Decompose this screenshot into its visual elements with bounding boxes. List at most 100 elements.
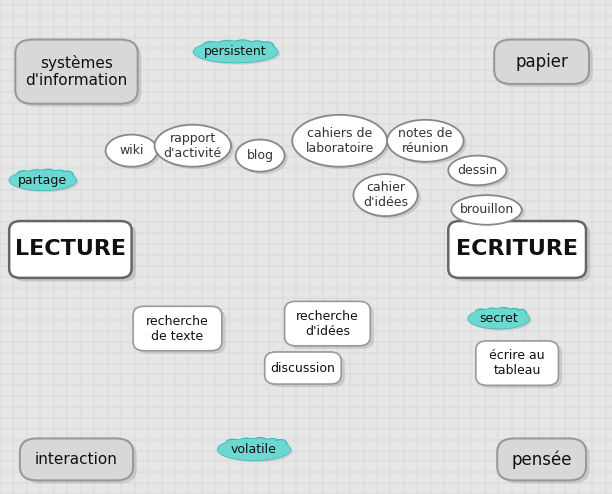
Ellipse shape bbox=[193, 41, 278, 63]
Ellipse shape bbox=[241, 440, 257, 451]
FancyBboxPatch shape bbox=[497, 439, 586, 480]
Ellipse shape bbox=[193, 41, 278, 63]
Ellipse shape bbox=[510, 310, 523, 319]
Ellipse shape bbox=[206, 43, 221, 52]
Text: pensée: pensée bbox=[512, 450, 572, 469]
Ellipse shape bbox=[390, 123, 467, 165]
Ellipse shape bbox=[250, 43, 268, 52]
Ellipse shape bbox=[468, 309, 529, 329]
FancyBboxPatch shape bbox=[285, 301, 370, 346]
Text: recherche
de texte: recherche de texte bbox=[146, 315, 209, 342]
Ellipse shape bbox=[356, 177, 421, 219]
Text: wiki: wiki bbox=[119, 144, 144, 157]
Ellipse shape bbox=[387, 120, 464, 162]
Ellipse shape bbox=[293, 115, 387, 167]
FancyBboxPatch shape bbox=[452, 224, 590, 282]
Ellipse shape bbox=[234, 42, 256, 53]
Ellipse shape bbox=[9, 170, 76, 190]
Text: dessin: dessin bbox=[457, 164, 498, 177]
Ellipse shape bbox=[508, 308, 521, 317]
Ellipse shape bbox=[499, 310, 514, 320]
Ellipse shape bbox=[251, 438, 269, 449]
Ellipse shape bbox=[55, 172, 69, 181]
FancyBboxPatch shape bbox=[136, 309, 225, 354]
FancyBboxPatch shape bbox=[480, 344, 562, 388]
Ellipse shape bbox=[451, 158, 509, 188]
Ellipse shape bbox=[485, 308, 499, 318]
FancyBboxPatch shape bbox=[269, 355, 345, 387]
Text: volatile: volatile bbox=[231, 443, 277, 456]
FancyBboxPatch shape bbox=[264, 352, 341, 384]
Text: LECTURE: LECTURE bbox=[15, 240, 126, 259]
Ellipse shape bbox=[448, 156, 507, 185]
Ellipse shape bbox=[236, 140, 285, 172]
Ellipse shape bbox=[488, 310, 502, 320]
FancyBboxPatch shape bbox=[24, 442, 137, 483]
Ellipse shape bbox=[53, 170, 67, 179]
Ellipse shape bbox=[232, 40, 253, 51]
Ellipse shape bbox=[471, 311, 532, 330]
Text: rapport
d'activité: rapport d'activité bbox=[164, 132, 222, 160]
Text: recherche
d'idées: recherche d'idées bbox=[296, 310, 359, 337]
Ellipse shape bbox=[296, 118, 390, 169]
Ellipse shape bbox=[154, 125, 231, 167]
Text: brouillon: brouillon bbox=[460, 204, 513, 216]
Ellipse shape bbox=[105, 135, 157, 167]
Ellipse shape bbox=[9, 170, 76, 190]
Text: secret: secret bbox=[479, 312, 518, 325]
Ellipse shape bbox=[354, 174, 418, 216]
FancyBboxPatch shape bbox=[15, 40, 138, 104]
FancyBboxPatch shape bbox=[9, 221, 132, 278]
Text: cahier
d'idées: cahier d'idées bbox=[363, 181, 408, 209]
Text: partage: partage bbox=[18, 174, 67, 187]
FancyBboxPatch shape bbox=[19, 42, 141, 107]
Ellipse shape bbox=[277, 442, 289, 449]
Ellipse shape bbox=[220, 42, 239, 53]
Text: écrire au
tableau: écrire au tableau bbox=[490, 349, 545, 377]
Text: discussion: discussion bbox=[271, 362, 335, 374]
FancyBboxPatch shape bbox=[448, 221, 586, 278]
Ellipse shape bbox=[31, 172, 46, 181]
Ellipse shape bbox=[17, 170, 29, 178]
Ellipse shape bbox=[64, 173, 75, 180]
Ellipse shape bbox=[516, 309, 526, 316]
Ellipse shape bbox=[203, 41, 218, 50]
Ellipse shape bbox=[196, 43, 280, 65]
Ellipse shape bbox=[259, 42, 274, 49]
Ellipse shape bbox=[20, 172, 32, 180]
Ellipse shape bbox=[28, 170, 43, 179]
Ellipse shape bbox=[253, 440, 272, 451]
Text: persistent: persistent bbox=[204, 45, 267, 58]
Ellipse shape bbox=[42, 171, 59, 182]
Ellipse shape bbox=[228, 441, 242, 450]
FancyBboxPatch shape bbox=[13, 224, 136, 282]
Ellipse shape bbox=[475, 309, 487, 317]
FancyBboxPatch shape bbox=[133, 306, 222, 351]
FancyBboxPatch shape bbox=[501, 442, 590, 483]
Ellipse shape bbox=[226, 439, 239, 448]
Text: interaction: interaction bbox=[35, 452, 118, 467]
Ellipse shape bbox=[454, 198, 525, 227]
Ellipse shape bbox=[109, 137, 160, 169]
Ellipse shape bbox=[239, 142, 288, 174]
Ellipse shape bbox=[496, 308, 512, 318]
Ellipse shape bbox=[248, 41, 266, 50]
Ellipse shape bbox=[262, 44, 276, 51]
FancyBboxPatch shape bbox=[494, 40, 589, 84]
FancyBboxPatch shape bbox=[498, 42, 592, 87]
Ellipse shape bbox=[40, 169, 57, 180]
Ellipse shape bbox=[452, 195, 521, 225]
Ellipse shape bbox=[218, 439, 290, 460]
Ellipse shape bbox=[217, 41, 236, 51]
Text: notes de
réunion: notes de réunion bbox=[398, 127, 452, 155]
Ellipse shape bbox=[264, 439, 280, 448]
Ellipse shape bbox=[477, 311, 489, 319]
Ellipse shape bbox=[220, 441, 293, 462]
Text: blog: blog bbox=[247, 149, 274, 162]
Ellipse shape bbox=[468, 309, 529, 329]
Text: ECRITURE: ECRITURE bbox=[456, 240, 578, 259]
Ellipse shape bbox=[267, 441, 283, 450]
Ellipse shape bbox=[275, 440, 287, 447]
Ellipse shape bbox=[218, 439, 290, 460]
FancyBboxPatch shape bbox=[288, 304, 374, 349]
